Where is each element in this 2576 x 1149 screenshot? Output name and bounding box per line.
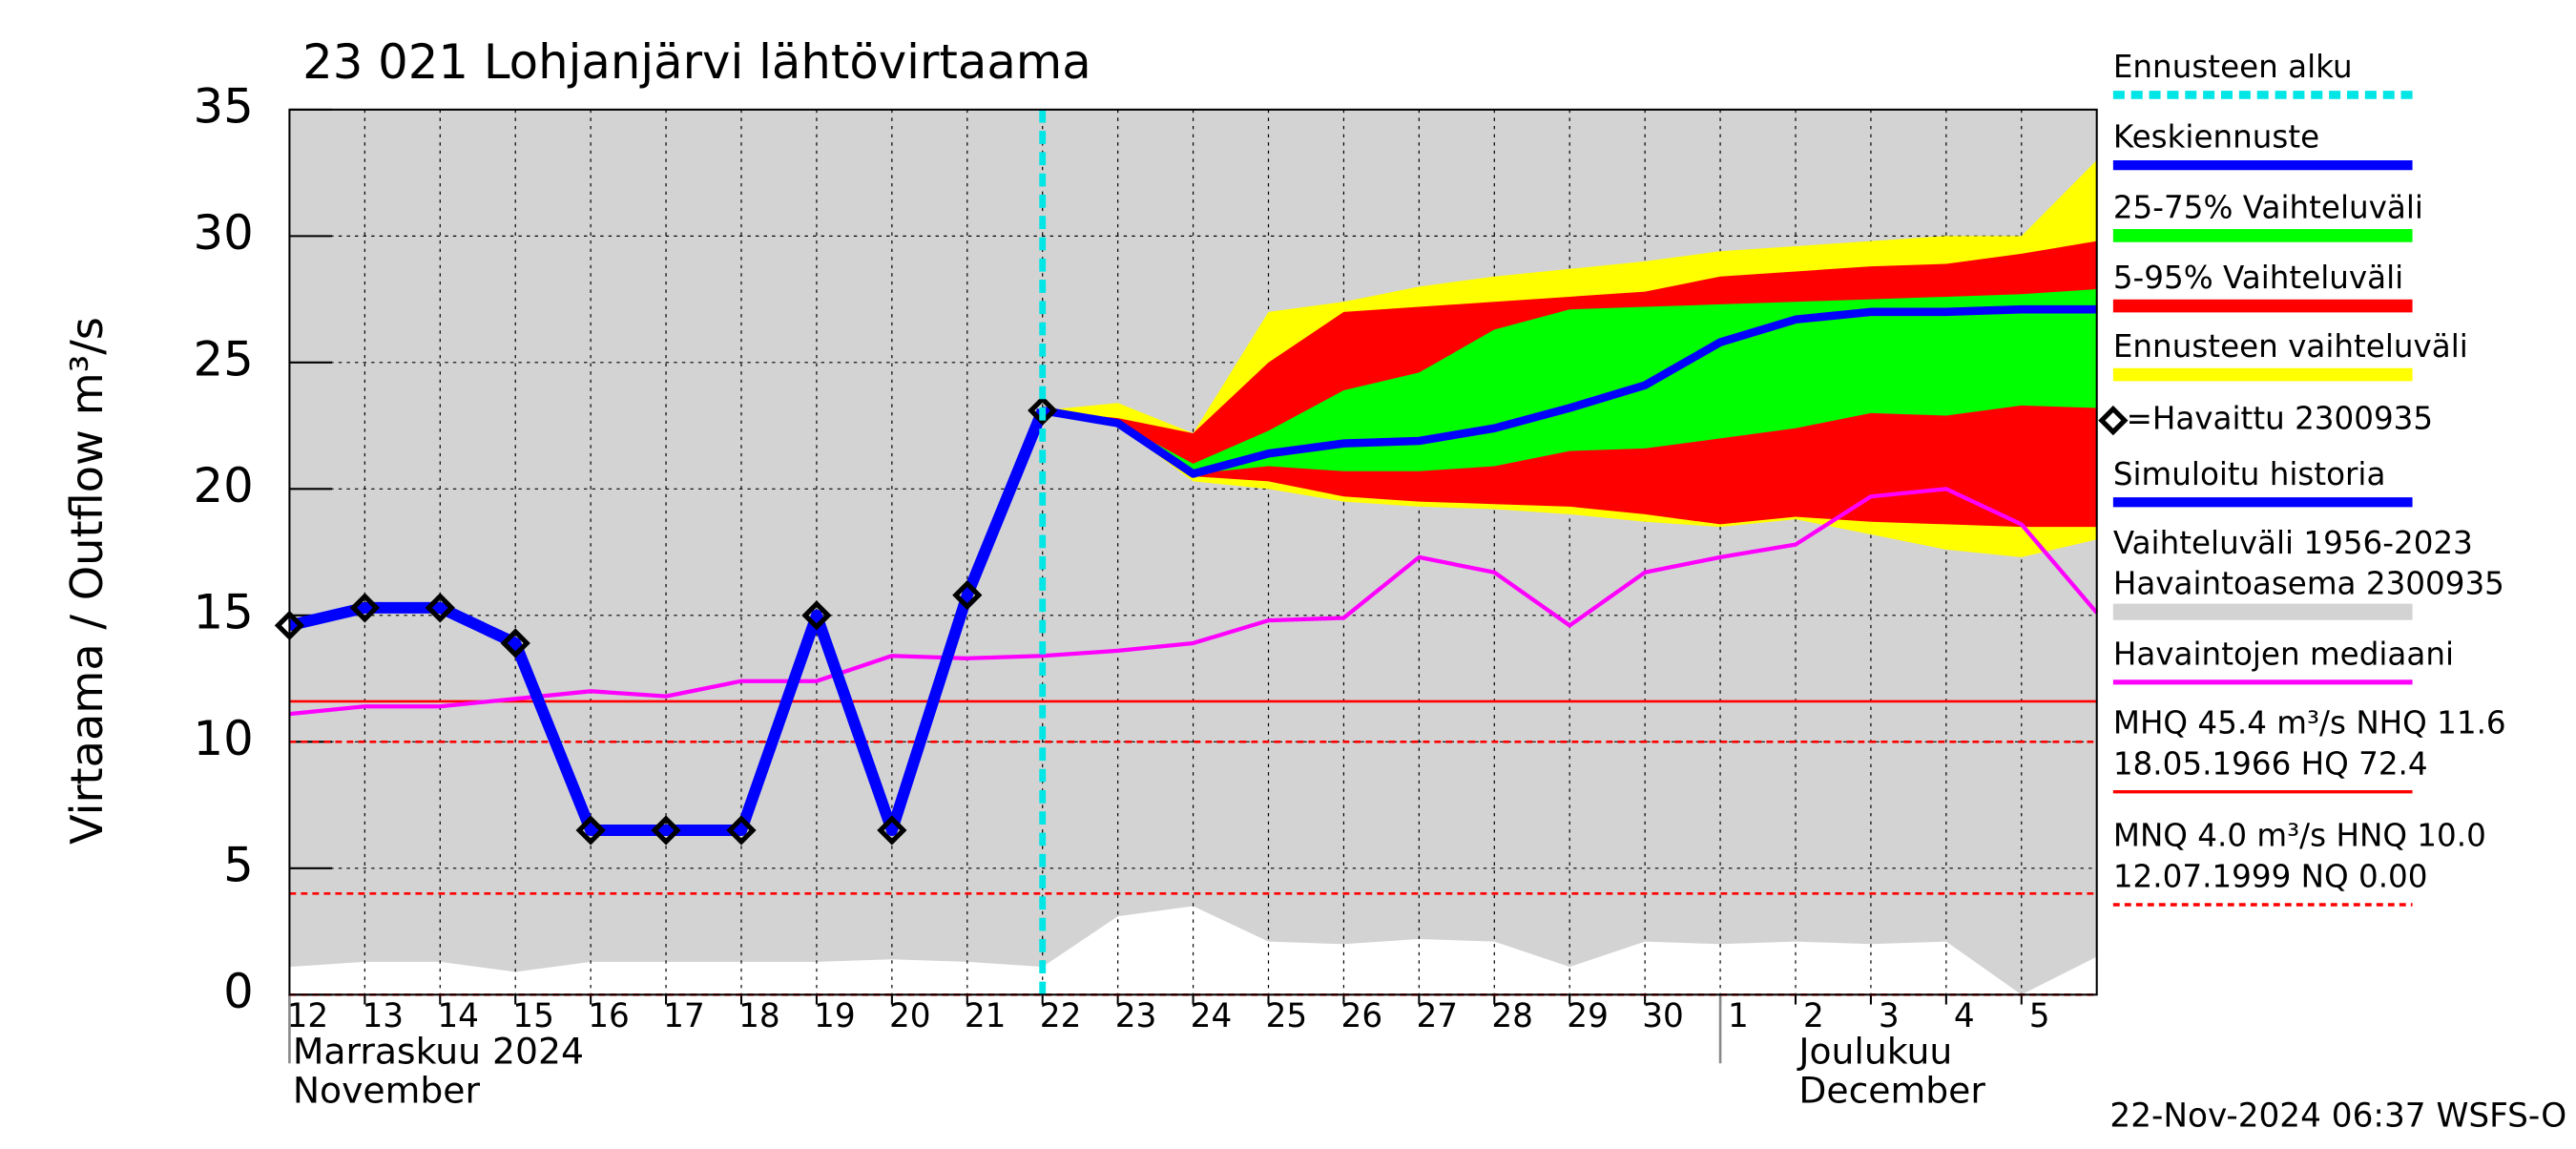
observed-marker	[726, 815, 757, 846]
legend-label: 25-75% Vaihteluväli	[2113, 189, 2423, 225]
observed-marker	[952, 579, 983, 611]
x-tick-label: 17	[663, 997, 705, 1035]
x-tick-label: 14	[437, 997, 479, 1035]
median-line	[289, 487, 2099, 717]
x-tick-label: 13	[362, 997, 404, 1035]
legend-label: Ennusteen vaihteluväli	[2113, 328, 2468, 365]
forecast-line	[1042, 304, 2097, 478]
footer: 22-Nov-2024 06:37 WSFS-O	[2109, 1097, 2566, 1135]
forecast-band	[1042, 288, 2097, 474]
x-tick-label: 5	[2029, 997, 2050, 1035]
y-tick-label: 5	[223, 837, 254, 892]
y-tick-label: 20	[193, 458, 253, 513]
x-tick-label: 15	[512, 997, 554, 1035]
legend-label: Havaintojen mediaani	[2113, 636, 2454, 672]
simulated-line	[288, 407, 1049, 837]
x-tick-label: 21	[965, 997, 1007, 1035]
y-tick-label: 30	[193, 205, 253, 261]
legend-label: 12.07.1999 NQ 0.00	[2113, 859, 2428, 895]
legend-label: Simuloitu historia	[2113, 456, 2386, 492]
observed-marker	[801, 600, 832, 631]
month-label: Joulukuu	[1797, 1031, 1952, 1073]
x-tick-label: 1	[1728, 997, 1749, 1035]
x-tick-label: 16	[588, 997, 630, 1035]
legend-label: MNQ 4.0 m³/s HNQ 10.0	[2113, 818, 2486, 854]
observed-marker	[500, 628, 530, 658]
legend-label: Keskiennuste	[2113, 119, 2319, 156]
observed-marker	[651, 815, 681, 846]
legend-label: 18.05.1966 HQ 72.4	[2113, 745, 2428, 782]
x-tick-label: 19	[814, 997, 856, 1035]
x-tick-label: 25	[1266, 997, 1308, 1035]
y-tick-label: 25	[193, 331, 253, 386]
month-label: Marraskuu 2024	[293, 1031, 584, 1073]
x-tick-label: 2	[1803, 997, 1824, 1035]
legend-label: Vaihteluväli 1956-2023	[2113, 525, 2473, 561]
legend-label: Havaintoasema 2300935	[2113, 566, 2504, 602]
x-tick-label: 23	[1115, 997, 1157, 1035]
plot-frame	[288, 108, 2098, 996]
x-tick-label: 30	[1642, 997, 1684, 1035]
month-label: November	[293, 1070, 481, 1112]
x-tick-label: 12	[287, 997, 329, 1035]
x-tick-label: 4	[1954, 997, 1975, 1035]
observed-marker	[1028, 395, 1058, 426]
observed-marker	[349, 593, 380, 623]
x-tick-label: 24	[1191, 997, 1233, 1035]
observed-marker	[575, 815, 606, 846]
y-tick-label: 10	[193, 711, 253, 766]
observed-marker	[425, 593, 455, 623]
x-tick-label: 22	[1040, 997, 1082, 1035]
y-tick-label: 35	[193, 78, 253, 134]
x-tick-label: 28	[1491, 997, 1533, 1035]
legend-label: MHQ 45.4 m³/s NHQ 11.6	[2113, 704, 2506, 741]
x-tick-label: 18	[738, 997, 780, 1035]
x-tick-label: 20	[889, 997, 931, 1035]
legend-label: 5-95% Vaihteluväli	[2113, 260, 2403, 296]
month-label: December	[1798, 1070, 1985, 1112]
legend-marker	[2098, 405, 2129, 436]
x-tick-label: 27	[1416, 997, 1458, 1035]
y-tick-label: 15	[193, 584, 253, 639]
x-tick-label: 26	[1341, 997, 1383, 1035]
x-tick-label: 29	[1567, 997, 1609, 1035]
x-tick-label: 3	[1879, 997, 1900, 1035]
observed-marker	[877, 815, 907, 846]
legend-label: =Havaittu 2300935	[2127, 401, 2434, 437]
y-tick-label: 0	[223, 964, 254, 1019]
legend-label: Ennusteen alku	[2113, 49, 2353, 85]
y-axis-label: Virtaama / Outflow m³/s	[61, 317, 113, 845]
chart-title: 23 021 Lohjanjärvi lähtövirtaama	[302, 34, 1091, 90]
